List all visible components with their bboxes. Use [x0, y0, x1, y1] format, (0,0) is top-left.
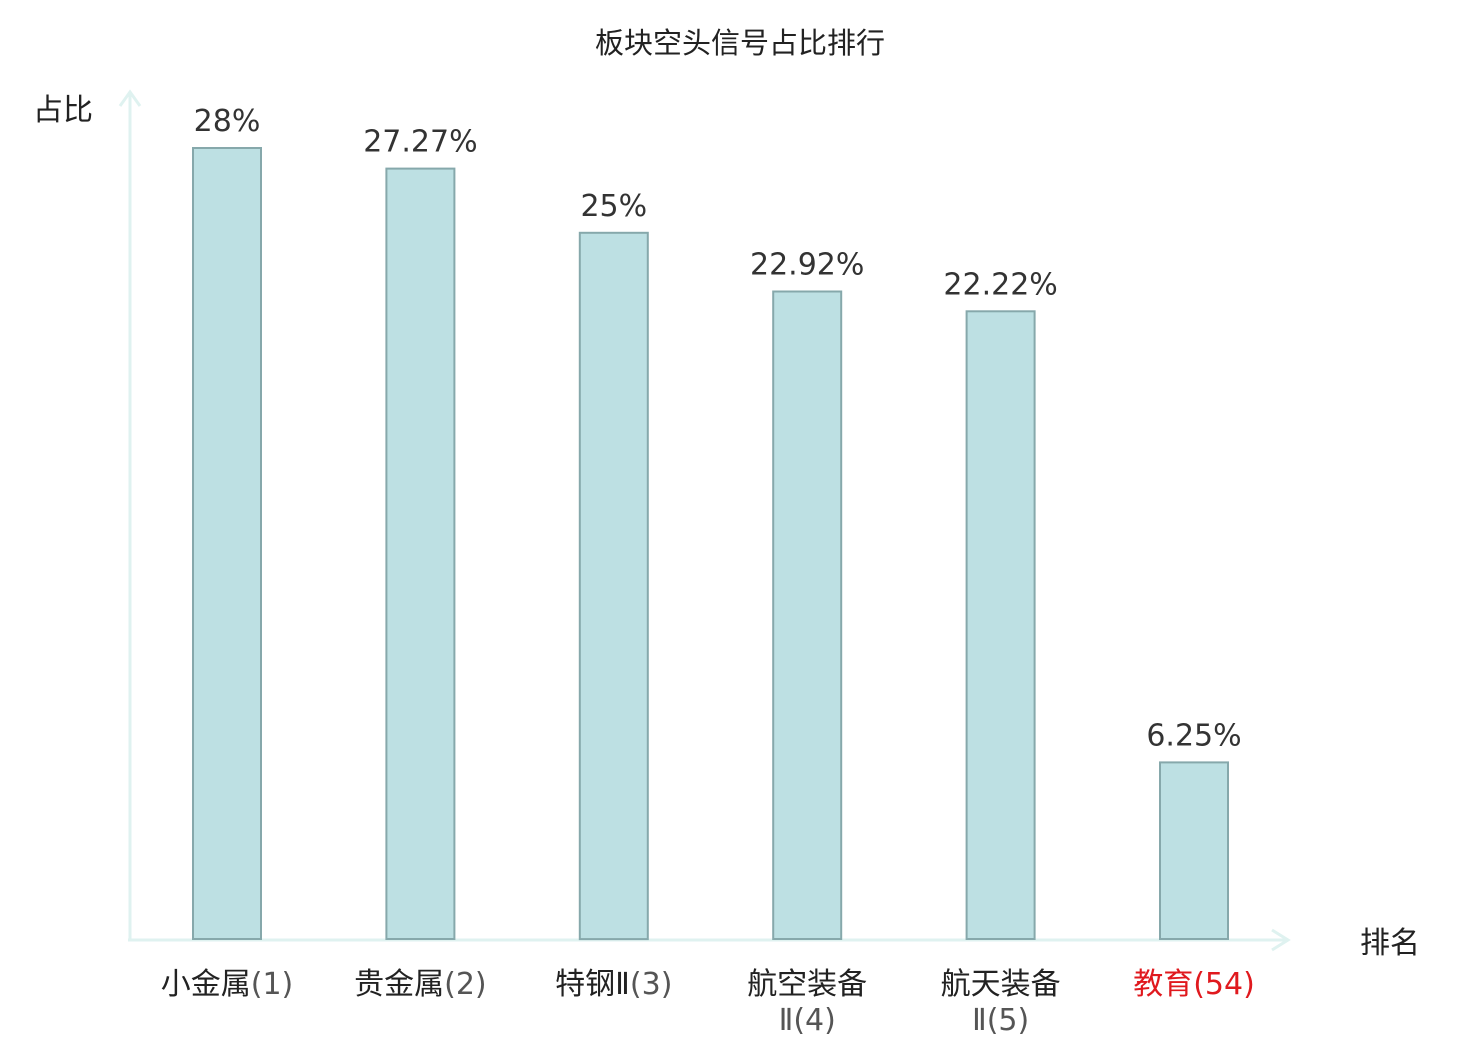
data-label-2: 27.27% [363, 125, 477, 160]
x-tick-label-name: 特钢Ⅱ [555, 967, 630, 1002]
data-label-6: 6.25% [1146, 718, 1241, 753]
bar-4 [772, 290, 843, 940]
svg-text:小金属(1): 小金属(1) [161, 967, 294, 1002]
chart-title: 板块空头信号占比排行 [595, 26, 885, 60]
x-axis-arrow-icon [1271, 928, 1291, 952]
data-label-3: 25% [580, 189, 647, 224]
bars-layer [192, 147, 1229, 941]
x-tick-label-name: 教育 [1133, 967, 1193, 1002]
svg-text:贵金属(2): 贵金属(2) [354, 967, 487, 1002]
x-tick-label-suffix: (1) [251, 967, 294, 1002]
data-label-4: 22.92% [750, 248, 864, 283]
x-tick-label-suffix: Ⅱ(4) [779, 1003, 836, 1038]
x-tick-label-suffix: (2) [444, 967, 487, 1002]
bar-6 [1159, 761, 1229, 941]
data-label-5: 22.22% [943, 267, 1057, 302]
data-label-1: 28% [194, 104, 261, 139]
x-tick-label-suffix: (3) [630, 967, 673, 1002]
svg-text:教育(54): 教育(54) [1133, 967, 1255, 1002]
x-tick-label-3: 特钢Ⅱ(3) [555, 967, 672, 1002]
x-tick-label-name: 小金属 [161, 967, 251, 1002]
bar-1 [192, 147, 262, 940]
x-tick-label-suffix: (54) [1193, 967, 1255, 1002]
value-labels-layer: 28% 27.27% 25% 22.92% 22.22% 6.25% [194, 104, 1242, 753]
y-axis-arrow-icon [118, 89, 142, 107]
x-tick-label-name: 航天装备 [941, 967, 1061, 1002]
x-axis-label: 排名 [1360, 926, 1420, 961]
x-tick-label-6: 教育(54) [1133, 967, 1255, 1002]
bar-5 [965, 310, 1036, 940]
bar-2 [385, 167, 456, 941]
y-axis-label: 占比 [33, 93, 93, 128]
x-tick-label-name: 贵金属 [354, 967, 444, 1002]
svg-text:特钢Ⅱ(3): 特钢Ⅱ(3) [555, 967, 672, 1002]
x-tick-label-1: 小金属(1) [161, 967, 294, 1002]
x-tick-label-2: 贵金属(2) [354, 967, 487, 1002]
bar-3 [578, 231, 649, 941]
x-tick-label-suffix: Ⅱ(5) [972, 1003, 1029, 1038]
x-tick-label-name: 航空装备 [747, 967, 867, 1002]
